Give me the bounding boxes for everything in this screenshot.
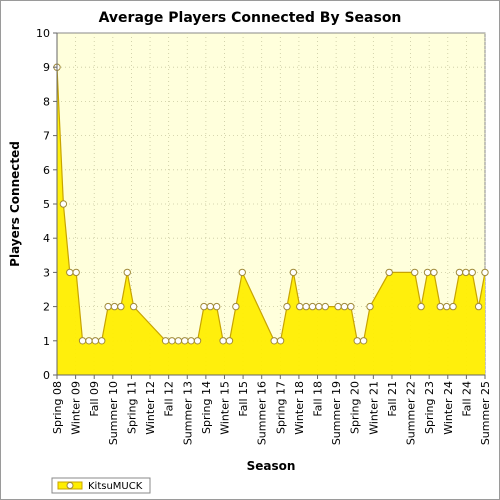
x-tick-label: Fall 12 xyxy=(163,381,176,417)
y-tick-label: 7 xyxy=(43,130,50,143)
x-tick-label: Spring 14 xyxy=(200,381,213,434)
data-point xyxy=(91,337,100,345)
data-point xyxy=(225,337,234,345)
x-tick-label: Summer 10 xyxy=(107,381,120,445)
data-point xyxy=(232,302,240,311)
data-point xyxy=(270,337,278,345)
data-point xyxy=(174,337,183,345)
legend-marker xyxy=(66,482,74,489)
x-tick-label: Fall 15 xyxy=(237,381,250,417)
data-point xyxy=(462,268,470,277)
data-point xyxy=(283,302,291,311)
y-tick-label: 8 xyxy=(43,95,50,108)
y-tick-label: 0 xyxy=(43,369,50,382)
data-point xyxy=(104,302,112,311)
x-tick-label: Winter 21 xyxy=(367,381,380,435)
x-tick-label: Summer 16 xyxy=(256,381,269,445)
x-tick-label: Spring 23 xyxy=(423,381,436,434)
data-point xyxy=(276,337,285,345)
x-tick-label: Winter 09 xyxy=(70,381,83,435)
data-point xyxy=(347,302,355,311)
data-point xyxy=(430,268,438,277)
data-point xyxy=(468,268,476,277)
x-axis-title: Season xyxy=(247,459,296,473)
data-point xyxy=(308,302,317,311)
x-tick-label: Spring 17 xyxy=(274,381,287,434)
data-point xyxy=(340,302,349,311)
data-point xyxy=(59,200,68,208)
data-point xyxy=(98,337,106,345)
legend: KitsuMUCK xyxy=(51,477,151,494)
data-point xyxy=(206,302,215,311)
data-point xyxy=(366,302,374,311)
data-point xyxy=(129,302,138,311)
data-point xyxy=(442,302,451,311)
data-point xyxy=(85,337,93,345)
data-point xyxy=(161,337,170,345)
data-point xyxy=(353,337,361,345)
x-tick-label: Summer 19 xyxy=(330,381,343,445)
data-point xyxy=(411,268,419,277)
data-point xyxy=(219,337,227,345)
x-tick-label: Summer 13 xyxy=(181,381,194,445)
series-markers xyxy=(53,63,489,345)
x-tick-label: Fall 09 xyxy=(88,381,101,417)
data-point xyxy=(315,302,323,311)
x-tick-label: Fall 18 xyxy=(312,381,325,417)
data-point xyxy=(296,302,304,311)
y-tick-label: 5 xyxy=(43,198,50,211)
data-point xyxy=(187,337,195,345)
data-point xyxy=(423,268,432,277)
x-tick-label: Fall 24 xyxy=(460,381,473,417)
data-point xyxy=(385,268,393,277)
data-point xyxy=(66,268,74,277)
x-tick-label: Spring 20 xyxy=(349,381,362,434)
x-tick-label: Spring 08 xyxy=(51,381,64,434)
x-tick-label: Summer 22 xyxy=(405,381,418,445)
data-point xyxy=(213,302,221,311)
x-tick-label: Winter 24 xyxy=(442,381,455,435)
x-tick-label: Winter 12 xyxy=(144,381,157,435)
data-point xyxy=(289,268,298,277)
data-point xyxy=(302,302,310,311)
data-point xyxy=(72,268,80,277)
x-tick-label: Summer 25 xyxy=(479,381,492,445)
x-tick-label: Fall 21 xyxy=(386,381,399,417)
data-point xyxy=(481,268,489,277)
data-point xyxy=(168,337,176,345)
x-tick-label: Winter 18 xyxy=(293,381,306,435)
data-point xyxy=(181,337,189,345)
series-fill xyxy=(57,67,485,375)
data-point xyxy=(334,302,342,311)
y-tick-label: 2 xyxy=(43,301,50,314)
data-point xyxy=(449,302,457,311)
x-axis: Spring 08 Winter 09 Fall 09 Summer 10 Spring… xyxy=(51,374,492,445)
chart-title: Average Players Connected By Season xyxy=(99,10,402,26)
y-tick-label: 6 xyxy=(43,164,50,177)
y-tick-label: 9 xyxy=(43,61,50,74)
data-point xyxy=(321,302,329,311)
y-axis: 0 1 2 3 4 5 6 7 8 9 10 xyxy=(36,27,58,382)
y-tick-label: 10 xyxy=(36,27,50,40)
data-point xyxy=(78,337,87,345)
y-tick-label: 1 xyxy=(43,335,50,348)
x-tick-label: Spring 11 xyxy=(125,381,138,434)
y-tick-label: 3 xyxy=(43,266,50,279)
data-point xyxy=(474,302,483,311)
data-point xyxy=(193,337,202,345)
y-tick-label: 4 xyxy=(43,232,50,245)
data-point xyxy=(110,302,119,311)
data-point xyxy=(455,268,464,277)
y-axis-title: Players Connected xyxy=(8,141,22,267)
data-point xyxy=(417,302,425,311)
data-point xyxy=(238,268,246,277)
data-point xyxy=(359,337,368,345)
legend-label: KitsuMUCK xyxy=(88,481,143,492)
x-tick-label: Winter 15 xyxy=(218,381,231,435)
data-point xyxy=(123,268,131,277)
data-point xyxy=(117,302,125,311)
data-point xyxy=(200,302,208,311)
data-point xyxy=(436,302,444,311)
